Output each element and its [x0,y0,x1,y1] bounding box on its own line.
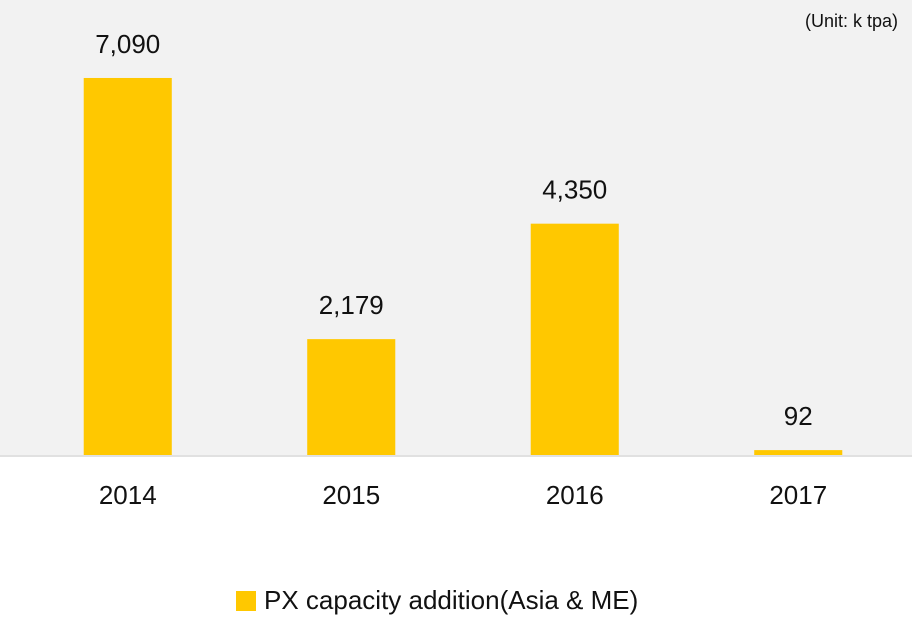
bar [754,450,843,455]
x-tick-label: 2016 [546,480,604,510]
x-tick-label: 2017 [769,480,827,510]
x-tick-label: 2014 [99,480,157,510]
value-label: 7,090 [95,29,160,59]
legend-swatch [236,591,256,611]
unit-note: (Unit: k tpa) [805,11,898,31]
bar [307,339,396,455]
bar [83,77,172,455]
value-label: 4,350 [542,175,607,205]
bar [530,223,619,455]
x-tick-label: 2015 [322,480,380,510]
value-label: 92 [784,401,813,431]
legend-label: PX capacity addition(Asia & ME) [264,585,638,615]
value-label: 2,179 [319,290,384,320]
